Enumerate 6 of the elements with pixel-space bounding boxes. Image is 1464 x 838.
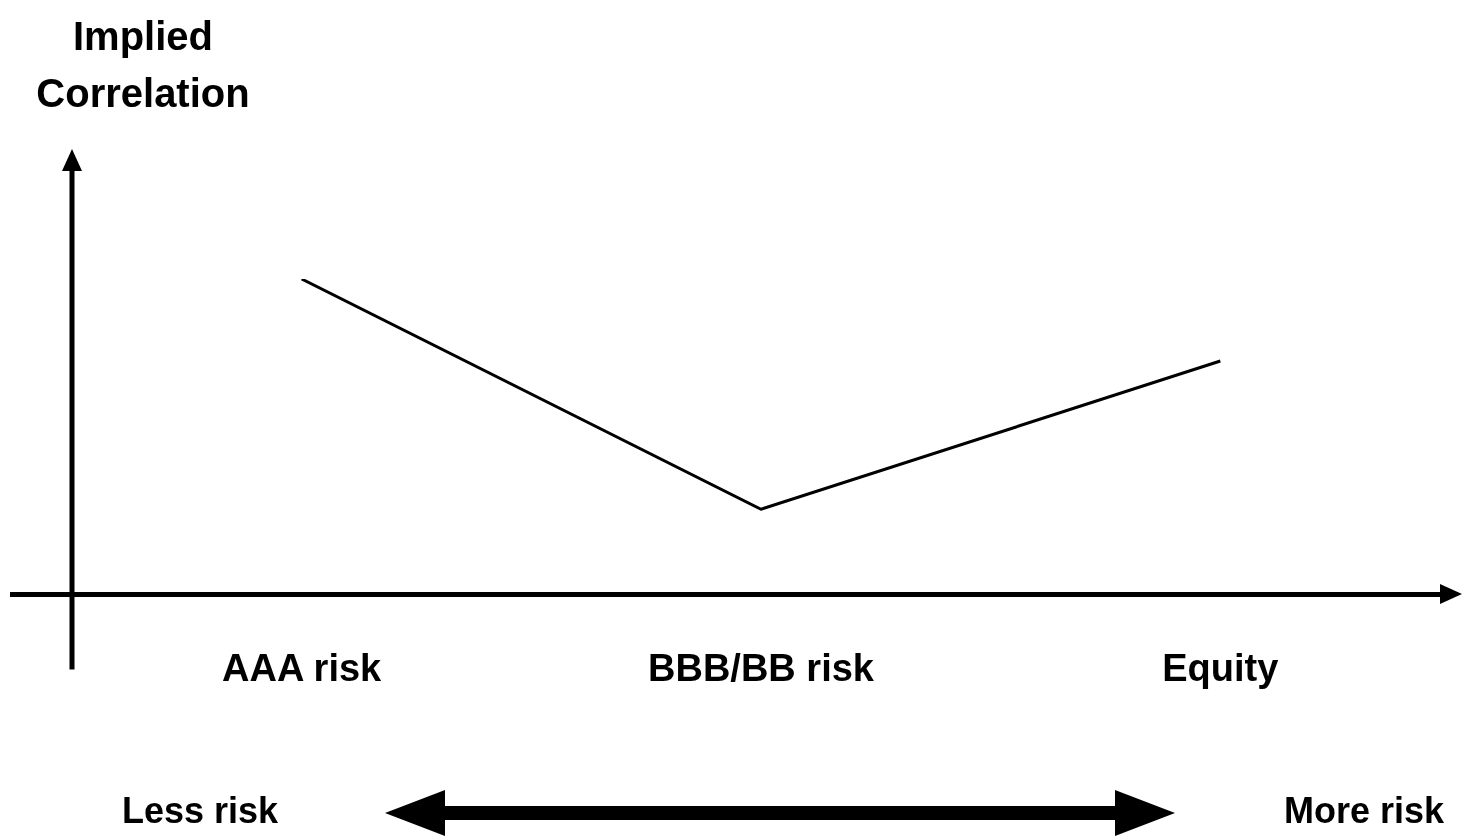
- y-axis-title: Implied Correlation: [35, 13, 251, 117]
- x-tick-label: BBB/BB risk: [648, 646, 875, 689]
- x-tick-label: AAA risk: [222, 646, 383, 689]
- x-tick-label: Equity: [1162, 646, 1279, 689]
- text: More risk: [1283, 790, 1444, 832]
- text: Less risk: [122, 790, 279, 832]
